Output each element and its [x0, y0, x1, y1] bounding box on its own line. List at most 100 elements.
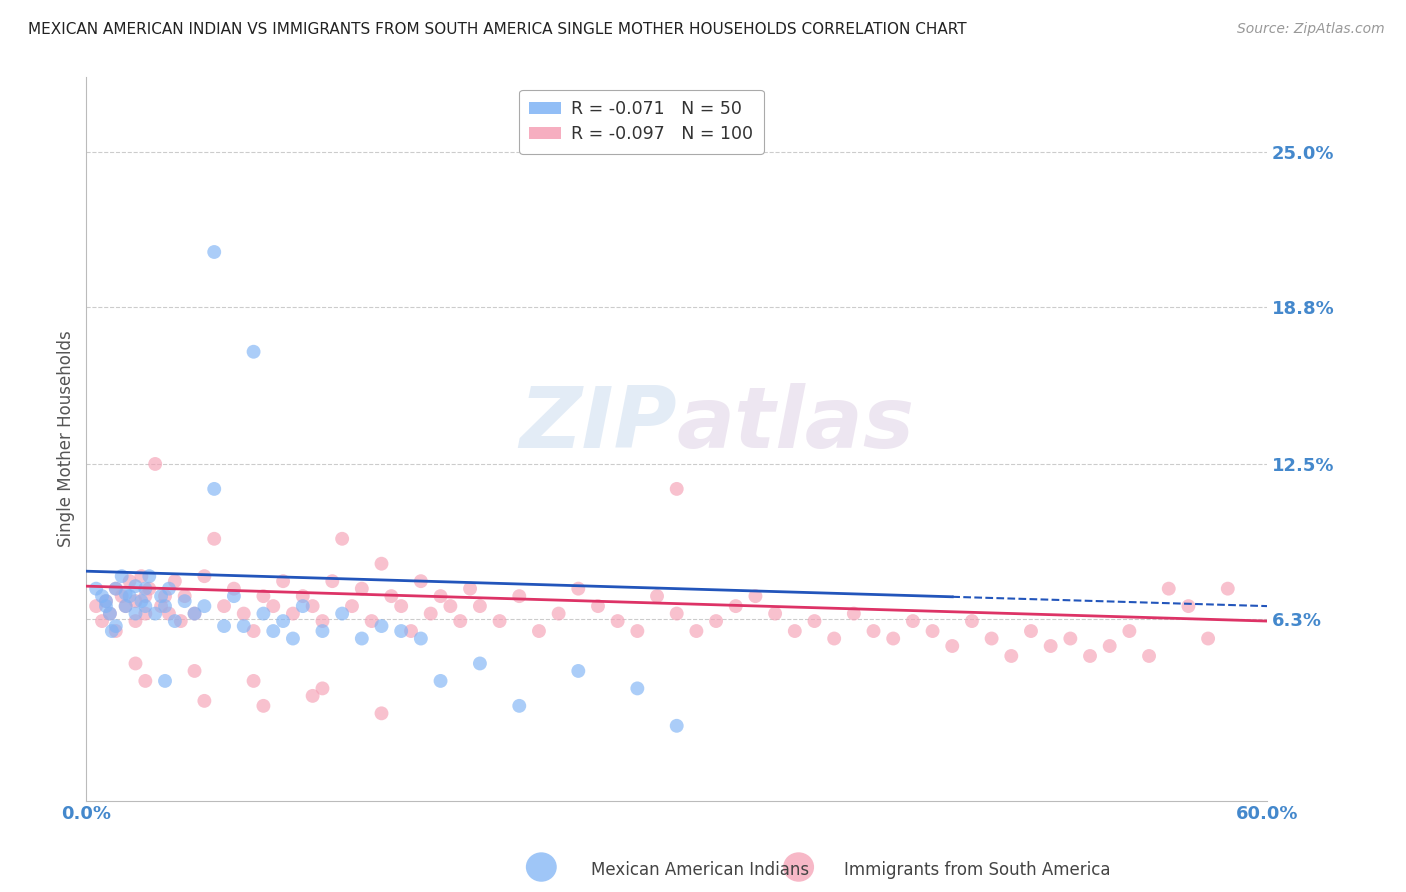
Point — [104, 619, 127, 633]
Point — [370, 557, 392, 571]
Point — [823, 632, 845, 646]
Point — [862, 624, 884, 638]
Text: Immigrants from South America: Immigrants from South America — [844, 861, 1111, 879]
Point — [1019, 624, 1042, 638]
Point — [111, 569, 134, 583]
Point — [389, 624, 412, 638]
Point — [202, 532, 225, 546]
Point — [291, 599, 314, 613]
Point — [606, 614, 628, 628]
Y-axis label: Single Mother Households: Single Mother Households — [58, 331, 75, 548]
Point — [124, 607, 146, 621]
Point — [527, 624, 550, 638]
Point — [429, 673, 451, 688]
Point — [131, 594, 153, 608]
Point — [242, 624, 264, 638]
Point — [626, 681, 648, 696]
Point — [212, 619, 235, 633]
Point — [131, 569, 153, 583]
Point — [567, 582, 589, 596]
Point — [370, 619, 392, 633]
Point — [458, 582, 481, 596]
Point — [91, 614, 114, 628]
Point — [153, 589, 176, 603]
Point — [134, 582, 156, 596]
Point — [183, 607, 205, 621]
Point — [350, 632, 373, 646]
Point — [170, 614, 193, 628]
Point — [84, 582, 107, 596]
Point — [1118, 624, 1140, 638]
Point — [124, 657, 146, 671]
Point — [118, 574, 141, 589]
Point — [941, 639, 963, 653]
Point — [724, 599, 747, 613]
Point — [1137, 648, 1160, 663]
Point — [124, 614, 146, 628]
Point — [118, 589, 141, 603]
Point — [1039, 639, 1062, 653]
Point — [291, 589, 314, 603]
Point — [271, 574, 294, 589]
Point — [94, 594, 117, 608]
Point — [330, 532, 353, 546]
Point — [389, 599, 412, 613]
Point — [586, 599, 609, 613]
Point — [281, 632, 304, 646]
Point — [311, 624, 333, 638]
Point — [783, 624, 806, 638]
Point — [202, 482, 225, 496]
Point — [882, 632, 904, 646]
Point — [163, 614, 186, 628]
Point — [340, 599, 363, 613]
Point — [1098, 639, 1121, 653]
Point — [468, 599, 491, 613]
Point — [134, 589, 156, 603]
Point — [157, 607, 180, 621]
Point — [114, 587, 136, 601]
Point — [508, 589, 530, 603]
Point — [370, 706, 392, 721]
Point — [508, 698, 530, 713]
Point — [1157, 582, 1180, 596]
Point — [163, 574, 186, 589]
Point — [111, 589, 134, 603]
Point — [399, 624, 422, 638]
Point — [439, 599, 461, 613]
Point — [202, 245, 225, 260]
Point — [242, 673, 264, 688]
Point — [104, 624, 127, 638]
Text: Source: ZipAtlas.com: Source: ZipAtlas.com — [1237, 22, 1385, 37]
Point — [921, 624, 943, 638]
Point — [419, 607, 441, 621]
Point — [1197, 632, 1219, 646]
Point — [212, 599, 235, 613]
Text: atlas: atlas — [676, 383, 915, 466]
Point — [960, 614, 983, 628]
Point — [626, 624, 648, 638]
Point — [143, 457, 166, 471]
Point — [350, 582, 373, 596]
Point — [157, 582, 180, 596]
Point — [1059, 632, 1081, 646]
Point — [222, 589, 245, 603]
Point — [104, 582, 127, 596]
Point — [153, 673, 176, 688]
Point — [262, 624, 284, 638]
Point — [193, 569, 215, 583]
Point — [301, 599, 323, 613]
Point — [281, 607, 304, 621]
Point — [321, 574, 343, 589]
Point — [901, 614, 924, 628]
Point — [114, 599, 136, 613]
Point — [101, 624, 124, 638]
Point — [1000, 648, 1022, 663]
Point — [98, 607, 121, 621]
Point — [252, 698, 274, 713]
Point — [84, 599, 107, 613]
Point — [94, 599, 117, 613]
Point — [665, 719, 688, 733]
Point — [173, 589, 195, 603]
Point — [143, 607, 166, 621]
Legend: R = -0.071   N = 50, R = -0.097   N = 100: R = -0.071 N = 50, R = -0.097 N = 100 — [519, 90, 763, 153]
